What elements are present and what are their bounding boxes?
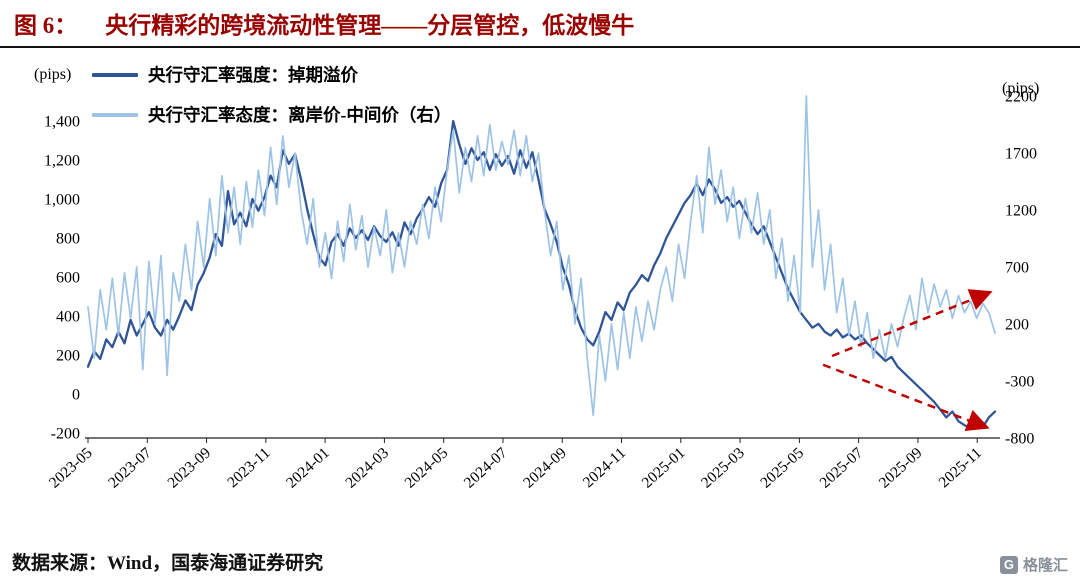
svg-text:2025-07: 2025-07 [817, 444, 867, 491]
svg-text:0: 0 [72, 387, 80, 404]
gelonghui-text: 格隆汇 [1022, 558, 1068, 574]
svg-text:1,400: 1,400 [44, 114, 80, 131]
title-divider-line [0, 46, 1080, 48]
svg-text:2025-05: 2025-05 [757, 444, 807, 491]
legend-label: 央行守汇率态度：离岸价-中间价（右） [148, 105, 452, 125]
svg-text:2025-11: 2025-11 [936, 444, 985, 491]
figure-number-label: 图 6： [14, 13, 78, 38]
svg-text:2023-09: 2023-09 [164, 444, 214, 491]
legend-line-swatch-light-blue [92, 112, 138, 117]
svg-text:-200: -200 [51, 426, 80, 443]
svg-text:1,000: 1,000 [44, 192, 80, 209]
svg-text:1200: 1200 [1005, 203, 1037, 220]
svg-text:-300: -300 [1005, 374, 1034, 391]
svg-text:1700: 1700 [1005, 146, 1037, 163]
svg-text:800: 800 [56, 231, 80, 248]
svg-text:2023-05: 2023-05 [46, 444, 96, 491]
svg-text:2023-11: 2023-11 [224, 444, 273, 491]
annotation-arrows [822, 289, 993, 431]
figure-header: 图 6： 央行精彩的跨境流动性管理——分层管控，低波慢牛 [14, 6, 1066, 40]
svg-text:2024-05: 2024-05 [402, 444, 452, 491]
figure-title: 图 6： 央行精彩的跨境流动性管理——分层管控，低波慢牛 [14, 6, 1066, 40]
legend-item-swap-premium: 央行守汇率强度：掉期溢价 [92, 62, 451, 87]
svg-text:2023-07: 2023-07 [105, 444, 155, 491]
legend-label: 央行守汇率强度：掉期溢价 [148, 65, 358, 85]
svg-text:2025-09: 2025-09 [876, 444, 926, 491]
svg-text:400: 400 [56, 309, 80, 326]
legend-item-offshore-spread: 央行守汇率态度：离岸价-中间价（右） [92, 102, 451, 127]
svg-text:1,200: 1,200 [44, 153, 80, 170]
svg-text:200: 200 [1005, 317, 1029, 334]
svg-text:2025-03: 2025-03 [698, 444, 748, 491]
svg-text:2025-01: 2025-01 [639, 444, 689, 491]
figure-title-text: 央行精彩的跨境流动性管理——分层管控，低波慢牛 [105, 13, 635, 38]
svg-text:2024-01: 2024-01 [283, 444, 333, 491]
data-source-note: 数据来源：Wind，国泰海通证券研究 [12, 553, 324, 574]
svg-text:-800: -800 [1005, 431, 1034, 448]
svg-text:600: 600 [56, 270, 80, 287]
svg-text:2200: 2200 [1005, 89, 1037, 106]
gelonghui-icon: G [999, 555, 1018, 574]
chart-legend: 央行守汇率强度：掉期溢价 央行守汇率态度：离岸价-中间价（右） [92, 62, 451, 127]
axis-layer: 2023-05 2023-07 2023-09 2023-11 2024-01 2024-… [44, 89, 1037, 492]
right-axis-unit: (pips) [1002, 80, 1040, 97]
svg-text:2024-09: 2024-09 [520, 444, 570, 491]
series-lines [86, 95, 997, 431]
svg-text:200: 200 [56, 348, 80, 365]
gelonghui-logo: G 格隆汇 [999, 554, 1068, 575]
svg-text:2024-03: 2024-03 [342, 444, 392, 491]
legend-line-swatch-dark-blue [92, 72, 138, 77]
svg-text:2024-07: 2024-07 [461, 444, 511, 491]
svg-text:2024-11: 2024-11 [580, 444, 629, 491]
left-axis-unit: (pips) [34, 66, 72, 83]
svg-text:700: 700 [1005, 260, 1029, 277]
